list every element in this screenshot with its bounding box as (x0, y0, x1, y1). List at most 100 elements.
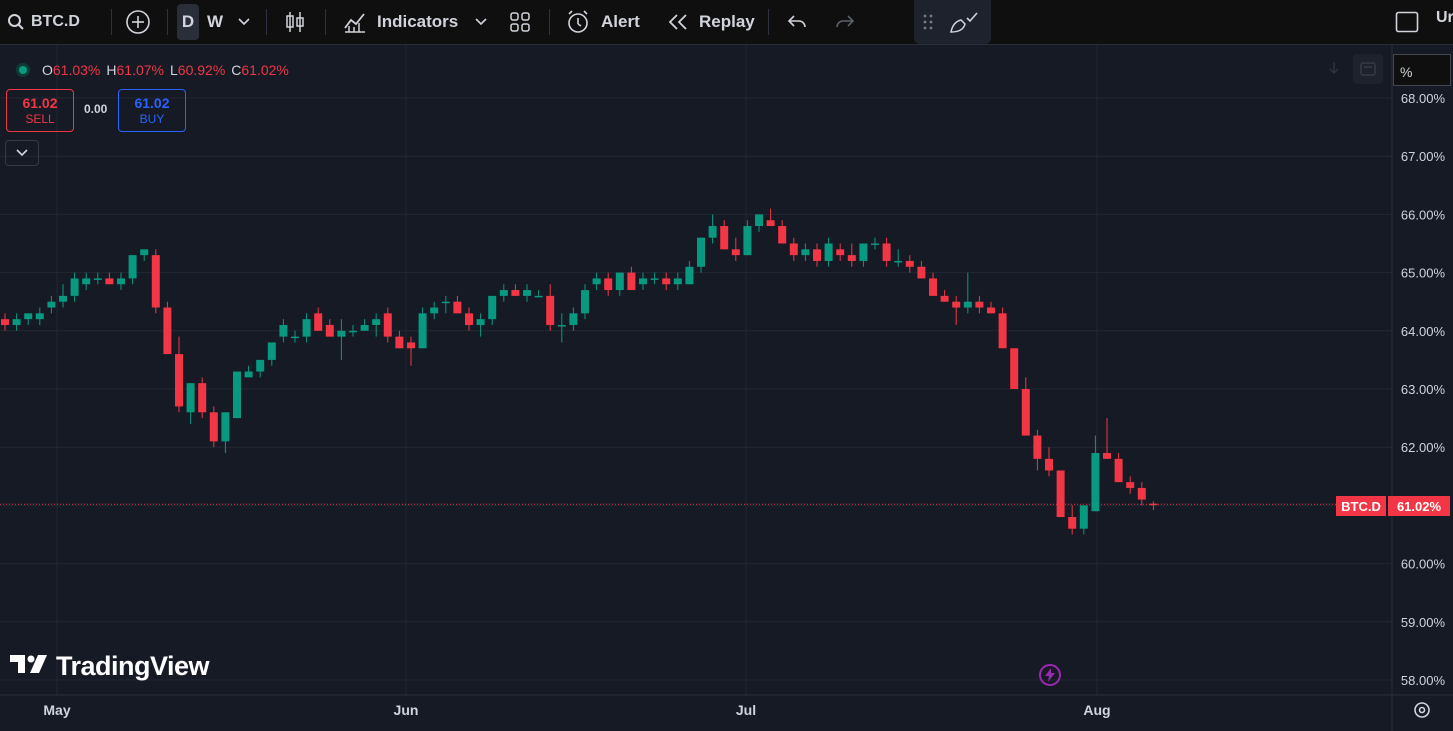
price-tick-label: 66.00% (1401, 207, 1446, 222)
collapse-legend-button[interactable] (5, 140, 39, 166)
candle (105, 272, 114, 285)
candle (963, 272, 972, 314)
download-icon[interactable] (1329, 60, 1339, 81)
candle-body (836, 249, 845, 256)
indicators-dropdown[interactable] (475, 0, 487, 44)
candle-body (291, 336, 299, 339)
candle (1045, 447, 1053, 477)
visibility-dot-icon[interactable] (16, 63, 30, 77)
symbol-label: BTC.D (31, 13, 80, 30)
candle (975, 295, 984, 314)
candle-body (592, 278, 601, 285)
candle-body (697, 237, 705, 267)
candle-body (256, 359, 265, 372)
candle-body (940, 295, 949, 302)
candles (0, 208, 1336, 535)
candle (151, 249, 160, 314)
candle-body (743, 226, 752, 256)
candle-body (673, 278, 682, 285)
candle (279, 319, 288, 343)
candle-body (430, 307, 439, 314)
symbol-search[interactable]: BTC.D (7, 0, 80, 44)
candle-body (488, 295, 497, 320)
candle-body (186, 383, 195, 413)
candle (476, 313, 485, 337)
spread-value: 0.00 (84, 102, 108, 116)
candle-body (117, 278, 125, 285)
tradingview-logo[interactable]: TradingView (10, 651, 210, 682)
candle-body (975, 301, 984, 308)
candle (325, 319, 334, 337)
candle (47, 295, 56, 314)
candle (697, 237, 705, 273)
unnamed-layout-label[interactable]: Ur (1436, 0, 1453, 40)
alarm-clock-icon (565, 9, 591, 35)
toolbar-divider (768, 9, 769, 35)
fullscreen-button[interactable] (1395, 0, 1419, 44)
time-tick-label: Aug (1083, 702, 1110, 718)
sell-button[interactable]: 61.02 SELL (6, 89, 74, 132)
chevron-down-icon (238, 18, 250, 26)
interval-dropdown[interactable] (238, 0, 250, 44)
candle-body (59, 295, 67, 302)
candle-body (395, 336, 404, 349)
drawing-toolbar-toggle[interactable] (914, 0, 991, 44)
replay-button[interactable]: Replay (667, 0, 755, 44)
candle-body (1126, 482, 1135, 488)
redo-button[interactable] (835, 0, 855, 44)
candle (453, 295, 462, 314)
candle-body (93, 278, 102, 280)
ohlc-legend: O 61.03% H 61.07% L 60.92% C 61.02% (16, 60, 289, 80)
candle (894, 249, 903, 267)
candle (314, 307, 323, 331)
candle (813, 243, 821, 267)
candle (650, 272, 659, 285)
candle-body (859, 243, 868, 261)
candle-body (1068, 517, 1077, 529)
candle-body (441, 301, 450, 304)
interval-day-button[interactable]: D (177, 4, 199, 40)
candle-body (1091, 453, 1100, 512)
candle (244, 365, 253, 378)
chart-type-button[interactable] (285, 0, 305, 44)
candle (789, 237, 798, 261)
buy-button[interactable]: 61.02 BUY (118, 89, 186, 132)
replay-label: Replay (699, 12, 755, 31)
candle (1126, 476, 1135, 494)
lightning-icon[interactable] (1039, 664, 1061, 686)
candle (581, 284, 589, 320)
candle (1, 313, 9, 331)
settings-gear-icon[interactable] (1411, 699, 1433, 726)
undo-button[interactable] (787, 0, 807, 44)
price-tick-label: 60.00% (1401, 557, 1446, 572)
candle (35, 307, 44, 325)
compare-button[interactable] (125, 0, 151, 44)
search-icon (7, 13, 25, 31)
percent-scale-button[interactable]: % (1393, 54, 1451, 86)
candle (12, 313, 21, 331)
snapshot-icon[interactable] (1353, 54, 1383, 84)
price-tick-label: 64.00% (1401, 324, 1446, 339)
candle (407, 336, 415, 366)
candle-body (302, 319, 311, 337)
low-label: L (169, 62, 178, 78)
candle (1114, 453, 1123, 483)
candle (186, 383, 195, 424)
candle-body (151, 255, 160, 308)
candle (882, 237, 891, 267)
candle (604, 272, 613, 296)
candle (592, 272, 601, 291)
candle-body (987, 307, 995, 314)
indicators-button[interactable]: Indicators (343, 0, 458, 44)
alert-button[interactable]: Alert (565, 0, 640, 44)
axes: 68.00% 67.00% 66.00% 65.00% 64.00% 63.00% 62.0… (0, 45, 1453, 731)
candle-body (233, 371, 241, 419)
interval-week-button[interactable]: W (207, 0, 223, 44)
candle (233, 371, 241, 419)
layouts-button[interactable] (509, 0, 531, 44)
candle (465, 307, 473, 331)
candle-body (163, 307, 172, 355)
logo-text: TradingView (56, 651, 210, 681)
chart-pane[interactable] (0, 45, 1453, 731)
